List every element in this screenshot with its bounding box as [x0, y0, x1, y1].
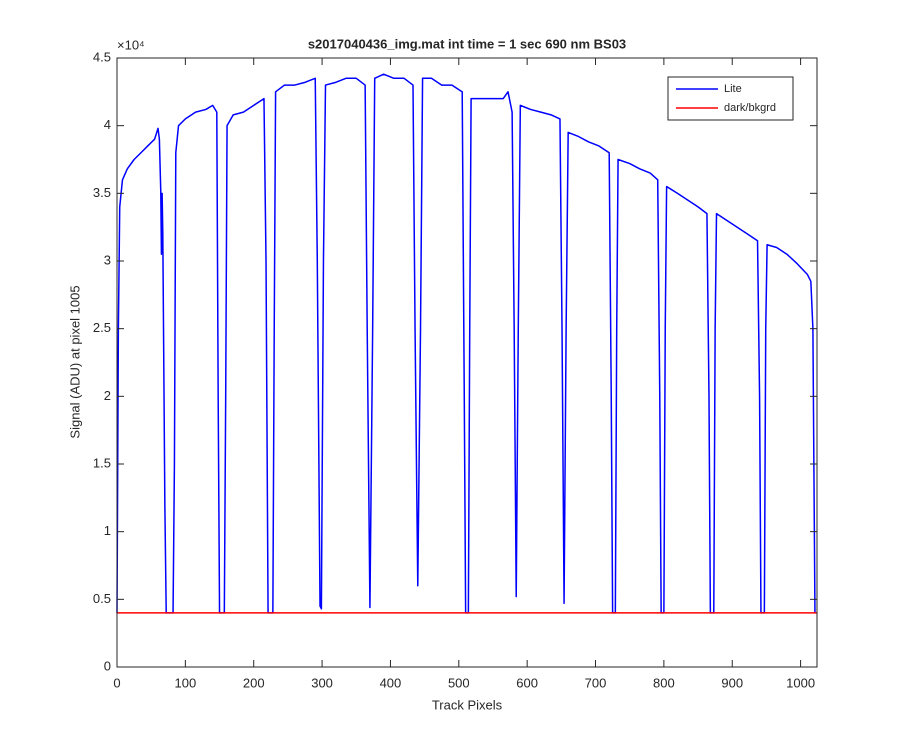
x-tick-label: 700: [585, 675, 607, 690]
x-tick-label: 1000: [786, 675, 815, 690]
legend-label: dark/bkgrd: [724, 102, 776, 114]
legend-label: Lite: [724, 83, 742, 95]
chart-title: s2017040436_img.mat int time = 1 sec 690…: [308, 36, 626, 51]
y-tick-label: 0.5: [93, 591, 111, 606]
y-tick-label: 3.5: [93, 185, 111, 200]
x-tick-label: 300: [311, 675, 333, 690]
x-axis-label: Track Pixels: [432, 697, 503, 712]
y-tick-label: 4.5: [93, 49, 111, 64]
y-tick-label: 2.5: [93, 320, 111, 335]
x-tick-label: 900: [721, 675, 743, 690]
x-tick-label: 100: [175, 675, 197, 690]
y-tick-label: 3: [104, 252, 111, 267]
y-tick-label: 2: [104, 388, 111, 403]
y-tick-label: 1.5: [93, 455, 111, 470]
y-tick-label: 0: [104, 658, 111, 673]
y-tick-label: 1: [104, 523, 111, 538]
x-tick-label: 400: [380, 675, 402, 690]
x-tick-label: 200: [243, 675, 265, 690]
x-tick-label: 0: [113, 675, 120, 690]
x-tick-label: 500: [448, 675, 470, 690]
legend-box: [667, 76, 794, 121]
x-tick-label: 600: [516, 675, 538, 690]
y-multiplier: ×10⁴: [117, 37, 145, 52]
data-line: [116, 73, 816, 614]
y-axis-label: Signal (ADU) at pixel 1005: [67, 285, 82, 438]
y-tick-label: 4: [104, 117, 111, 132]
axes-box: [116, 57, 818, 668]
x-tick-label: 800: [653, 675, 675, 690]
